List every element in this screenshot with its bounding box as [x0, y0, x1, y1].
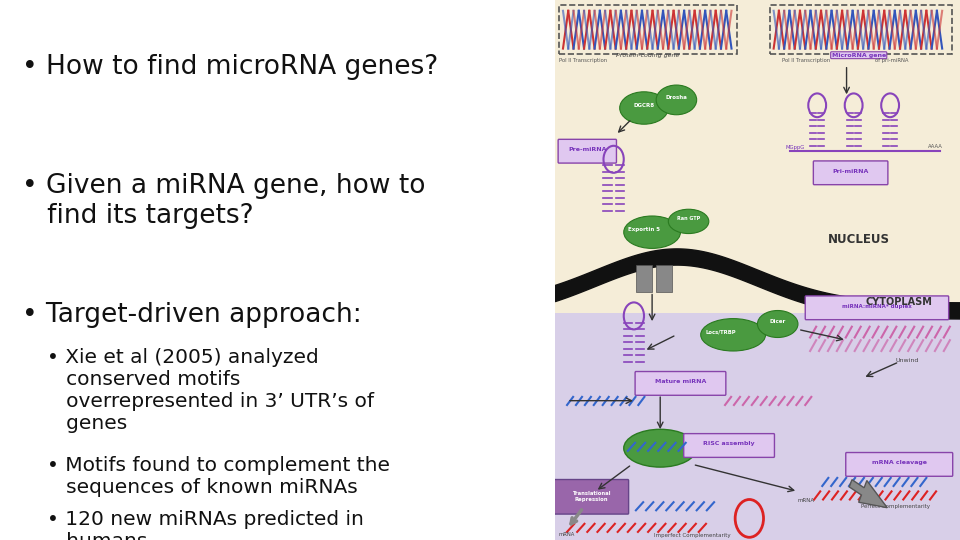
Text: Dicer: Dicer: [770, 319, 786, 324]
FancyBboxPatch shape: [657, 265, 672, 292]
Ellipse shape: [668, 209, 708, 233]
Text: • Xie et al (2005) analyzed
   conserved motifs
   overrepresented in 3’ UTR’s o: • Xie et al (2005) analyzed conserved mo…: [47, 348, 374, 433]
Text: Ran GTP: Ran GTP: [677, 217, 700, 221]
Text: • 120 new miRNAs predicted in
   humans: • 120 new miRNAs predicted in humans: [47, 510, 364, 540]
FancyBboxPatch shape: [554, 480, 629, 514]
Text: Pre-miRNA: Pre-miRNA: [568, 147, 607, 152]
Text: of pri-miRNA: of pri-miRNA: [875, 58, 908, 63]
Text: Mature miRNA: Mature miRNA: [655, 380, 707, 384]
Text: AAAA: AAAA: [927, 145, 943, 150]
Text: Drosha: Drosha: [665, 95, 687, 100]
Text: mRNA: mRNA: [798, 498, 815, 503]
FancyBboxPatch shape: [555, 0, 960, 313]
Text: • Motifs found to complement the
   sequences of known miRNAs: • Motifs found to complement the sequenc…: [47, 456, 390, 497]
Text: RISC assembly: RISC assembly: [704, 442, 755, 447]
Text: Protein-coding gene: Protein-coding gene: [616, 53, 680, 58]
Text: Pri-miRNA: Pri-miRNA: [832, 169, 869, 174]
Ellipse shape: [624, 429, 697, 467]
Text: • Given a miRNA gene, how to
   find its targets?: • Given a miRNA gene, how to find its ta…: [22, 173, 425, 229]
FancyBboxPatch shape: [555, 313, 960, 540]
Ellipse shape: [620, 92, 668, 124]
Text: Locs/TRBP: Locs/TRBP: [706, 330, 736, 335]
Text: • How to find microRNA genes?: • How to find microRNA genes?: [22, 54, 439, 80]
Text: CYTOPLASM: CYTOPLASM: [866, 297, 933, 307]
Ellipse shape: [701, 319, 765, 351]
FancyBboxPatch shape: [684, 434, 775, 457]
FancyBboxPatch shape: [636, 265, 652, 292]
FancyBboxPatch shape: [558, 139, 616, 163]
Ellipse shape: [657, 85, 697, 115]
Text: MicroRNA gene: MicroRNA gene: [831, 53, 886, 58]
Text: NUCLEUS: NUCLEUS: [828, 233, 890, 246]
Text: Pol II Transcription: Pol II Transcription: [559, 58, 607, 63]
Ellipse shape: [624, 216, 681, 248]
FancyArrow shape: [850, 480, 887, 508]
FancyBboxPatch shape: [846, 453, 952, 476]
Text: MGppG: MGppG: [786, 145, 805, 150]
FancyBboxPatch shape: [805, 296, 948, 320]
Text: Imperfect Complementarity: Imperfect Complementarity: [655, 534, 731, 538]
Text: DGCR8: DGCR8: [634, 103, 655, 108]
Text: Pol II Transcription: Pol II Transcription: [781, 58, 829, 63]
Text: mRNA: mRNA: [559, 532, 575, 537]
Text: miRNA:miRNA* duplex: miRNA:miRNA* duplex: [842, 304, 912, 309]
Text: Exportin 5: Exportin 5: [628, 227, 660, 232]
Text: Perfect Complementarity: Perfect Complementarity: [861, 504, 929, 509]
Text: mRNA cleavage: mRNA cleavage: [872, 461, 926, 465]
Text: Unwind: Unwind: [895, 358, 919, 363]
FancyBboxPatch shape: [636, 372, 726, 395]
Bar: [559, 5, 737, 54]
Ellipse shape: [757, 310, 798, 338]
Bar: [770, 5, 952, 54]
Text: Translational
Repression: Translational Repression: [572, 491, 611, 502]
FancyBboxPatch shape: [813, 161, 888, 185]
Text: • Target-driven approach:: • Target-driven approach:: [22, 302, 362, 328]
